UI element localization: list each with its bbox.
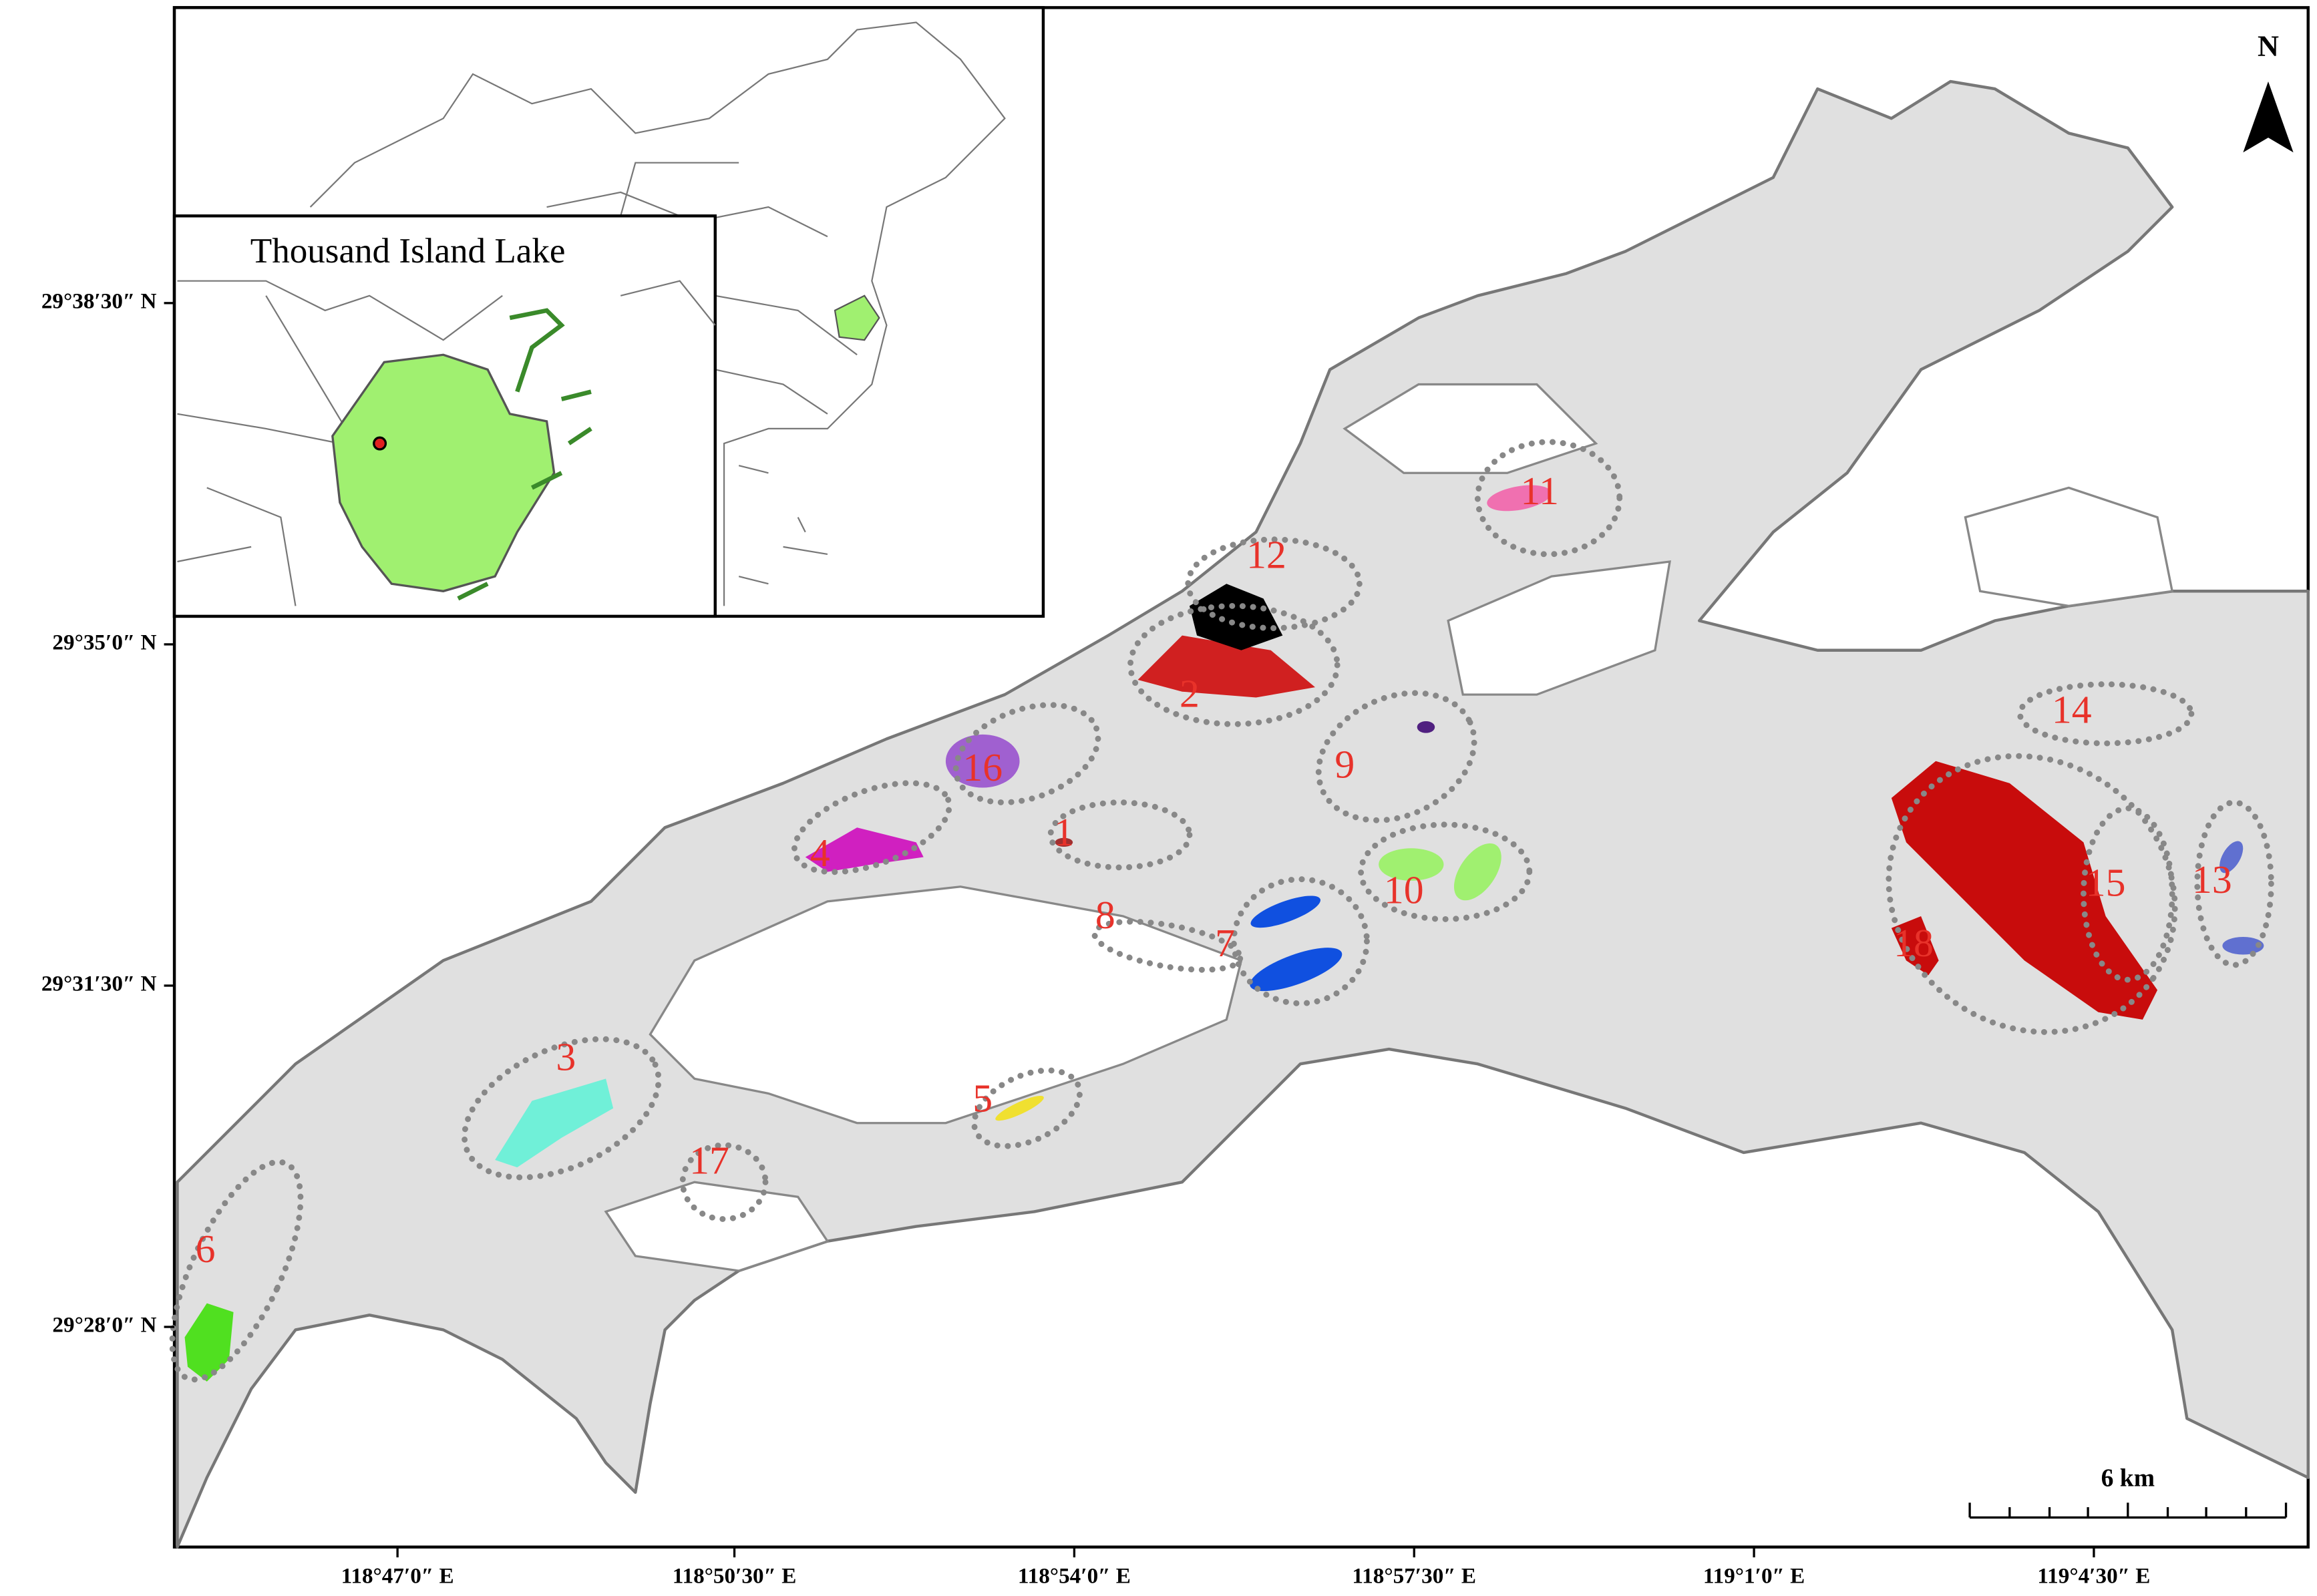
- north-arrow-shape: [2243, 81, 2294, 153]
- island: [995, 1095, 1044, 1121]
- site-label: 5: [972, 1076, 993, 1120]
- sub-province-lines: [177, 280, 716, 606]
- site-ring: [679, 1142, 769, 1222]
- site-ring: [1127, 602, 1341, 727]
- site-label: 10: [1384, 868, 1424, 912]
- zhejiang: [331, 353, 556, 592]
- inset-title: Thousand Island Lake: [250, 232, 566, 270]
- island: [495, 1078, 614, 1168]
- lon-tick-label: 119°1′0″ E: [1703, 1564, 1805, 1589]
- lake-location: [373, 436, 387, 451]
- peninsula: [1964, 486, 2174, 608]
- site-ring: [1474, 439, 1623, 558]
- lon-tick-label: 118°50′30″ E: [673, 1564, 797, 1589]
- site-label: 2: [1180, 671, 1200, 715]
- site-label: 4: [810, 831, 830, 875]
- site-label: 17: [689, 1138, 729, 1182]
- scale-bar: 6 km: [1968, 1464, 2288, 1519]
- lon-tick-label: 118°54′0″ E: [1018, 1564, 1131, 1589]
- island: [1137, 635, 1316, 698]
- islands-outline: [738, 465, 828, 585]
- site-ring: [2194, 799, 2274, 968]
- lon-tick-label: 118°57′30″ E: [1352, 1564, 1476, 1589]
- site-label: 18: [1894, 921, 1934, 965]
- province-highlight: [834, 294, 880, 341]
- site-label: 3: [556, 1035, 576, 1079]
- north-arrow: N: [2243, 29, 2294, 153]
- site-label: 14: [2052, 688, 2092, 732]
- coastline: [457, 308, 592, 601]
- site-ring: [952, 702, 1101, 806]
- island-group: [604, 1181, 830, 1272]
- site-ring: [1185, 536, 1363, 632]
- site-ring: [2081, 805, 2175, 983]
- site-ring: [462, 1036, 662, 1181]
- country-outline: [309, 21, 1006, 606]
- island: [1487, 485, 1552, 512]
- site-label: 13: [2192, 857, 2232, 902]
- site-ring: [1358, 821, 1533, 922]
- lat-tick-label: 29°38′30″ N: [41, 288, 157, 313]
- island: [184, 1303, 234, 1382]
- site-label: 9: [1334, 742, 1355, 786]
- site-label: 7: [1215, 921, 1235, 965]
- site-ring: [1091, 918, 1244, 973]
- site-ring: [1230, 876, 1370, 1006]
- island: [1250, 948, 1343, 992]
- lat-tick-label: 29°35′0″ N: [52, 630, 156, 655]
- site-labels: 1 2 3 4 5 6 7 8 9 10 11 12 13 14 15 16 1…: [196, 469, 2232, 1271]
- island: [1055, 837, 1073, 847]
- lat-tick-label: 29°31′30″ N: [41, 972, 157, 996]
- island: [2219, 841, 2244, 873]
- site-ring: [971, 1067, 1083, 1149]
- site-ring: [1047, 799, 1193, 871]
- site-rings: [169, 439, 2274, 1383]
- site-label: 12: [1246, 532, 1286, 576]
- island: [1891, 916, 1939, 976]
- lon-tick-label: 119°4′30″ E: [2037, 1564, 2150, 1589]
- island: [1891, 761, 2158, 1020]
- inset: Thousand Island Lake: [172, 6, 1045, 618]
- site-label: 15: [2086, 860, 2126, 904]
- site-ring: [1315, 690, 1477, 823]
- island: [2222, 936, 2264, 955]
- site-label: 16: [962, 745, 1003, 789]
- island: [1417, 721, 1435, 733]
- site-ring: [2016, 681, 2195, 747]
- site-label: 8: [1095, 893, 1115, 937]
- island: [805, 827, 924, 872]
- island: [1379, 848, 1444, 881]
- graticule-ticks: 29°38′30″ N 29°35′0″ N 29°31′30″ N 29°28′0″…: [41, 288, 2151, 1588]
- lat-tick-label: 29°28′0″ N: [52, 1313, 156, 1338]
- peninsula: [649, 885, 1243, 1125]
- island: [1250, 895, 1321, 928]
- island: [1189, 584, 1283, 650]
- peninsula: [1447, 560, 1671, 696]
- lon-tick-label: 118°47′0″ E: [341, 1564, 454, 1589]
- lake: [176, 79, 2310, 1549]
- north-label: N: [2258, 29, 2279, 62]
- site-ring: [791, 780, 952, 875]
- scale-bar-line: [1968, 1503, 2288, 1519]
- site-ring: [169, 1159, 304, 1383]
- islands: [184, 485, 2264, 1382]
- site-ring: [1886, 753, 2178, 1035]
- site-label: 11: [1521, 469, 1560, 513]
- site-label: 6: [196, 1227, 216, 1271]
- island-group: [1343, 383, 1598, 474]
- site-label: 1: [1054, 810, 1074, 854]
- scale-label: 6 km: [2101, 1464, 2155, 1492]
- island: [1453, 843, 1501, 901]
